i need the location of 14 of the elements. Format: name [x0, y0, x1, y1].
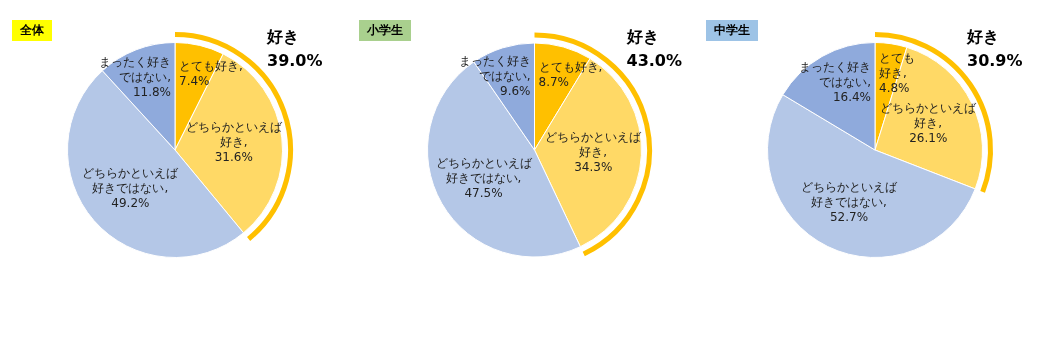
- slice-label: まったく好きではない, 9.6%: [458, 53, 531, 98]
- slice-label: まったく好きではない, 16.4%: [799, 59, 871, 104]
- slice-label: どちらかといえば好きではない, 52.7%: [800, 180, 898, 225]
- text: 好き 39.0%: [266, 27, 323, 71]
- slice-label: どちらかといえば好き, 34.3%: [545, 130, 643, 175]
- slice-label: とても好き, 7.4%: [179, 59, 243, 89]
- chart-title: 中学生: [706, 20, 758, 41]
- slice-label: まったく好きではない, 11.8%: [99, 54, 171, 99]
- slice-label: どちらかといえば好きではない, 49.2%: [82, 165, 180, 210]
- text: 好き 30.9%: [966, 27, 1023, 71]
- slice-label: どちらかといえば好きではない, 47.5%: [435, 156, 533, 201]
- chart-title: 全体: [12, 20, 52, 41]
- chart-title: 小学生: [359, 20, 411, 41]
- text: 好き 43.0%: [625, 27, 683, 71]
